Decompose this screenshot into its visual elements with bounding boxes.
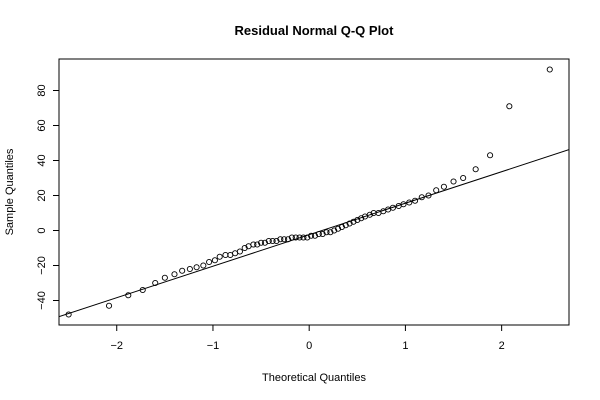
data-point bbox=[300, 234, 307, 241]
data-point bbox=[179, 267, 186, 274]
data-point bbox=[450, 178, 457, 185]
y-tick-label: −40 bbox=[36, 291, 48, 310]
data-point bbox=[389, 204, 396, 211]
data-point bbox=[277, 236, 284, 243]
data-point bbox=[311, 232, 319, 239]
data-point bbox=[440, 183, 447, 190]
y-tick-label: 80 bbox=[36, 84, 48, 96]
data-point bbox=[241, 244, 248, 252]
data-point bbox=[125, 292, 132, 299]
data-point bbox=[269, 237, 276, 245]
data-point bbox=[193, 264, 200, 271]
data-point bbox=[65, 311, 72, 318]
data-point bbox=[358, 215, 365, 222]
data-point bbox=[105, 302, 113, 309]
data-point bbox=[319, 230, 326, 238]
data-point bbox=[296, 234, 303, 241]
y-tick-label: 40 bbox=[36, 154, 48, 166]
plot-frame bbox=[58, 58, 570, 326]
data-point bbox=[335, 225, 342, 232]
data-point bbox=[152, 279, 159, 287]
chart-title: Residual Normal Q-Q Plot bbox=[235, 23, 395, 38]
x-tick-label: 2 bbox=[499, 340, 505, 352]
data-point bbox=[281, 236, 288, 243]
data-point bbox=[411, 197, 419, 204]
data-point bbox=[315, 230, 322, 238]
y-tick-label: 60 bbox=[36, 119, 48, 131]
x-tick-label: 1 bbox=[402, 340, 408, 352]
data-point bbox=[250, 241, 257, 248]
data-point bbox=[139, 286, 146, 294]
data-point bbox=[308, 232, 315, 239]
y-tick-label: 0 bbox=[36, 227, 48, 233]
y-axis: −40 −20 0 20 40 60 80 bbox=[36, 84, 59, 310]
data-point bbox=[216, 253, 223, 260]
data-point bbox=[323, 229, 330, 236]
data-point bbox=[418, 194, 425, 201]
data-point bbox=[350, 218, 357, 225]
data-point bbox=[506, 103, 513, 110]
data-point bbox=[460, 174, 467, 182]
data-point bbox=[288, 234, 295, 241]
data-point bbox=[161, 274, 168, 281]
x-tick-label: 0 bbox=[306, 340, 312, 352]
data-point bbox=[211, 257, 218, 264]
data-point bbox=[265, 237, 272, 245]
x-tick-label: −1 bbox=[207, 340, 220, 352]
plot-area bbox=[59, 66, 569, 318]
data-point bbox=[206, 258, 213, 266]
data-point bbox=[236, 248, 243, 255]
data-point bbox=[261, 239, 268, 246]
data-point bbox=[284, 236, 292, 243]
data-point bbox=[258, 239, 265, 246]
data-point bbox=[406, 199, 413, 206]
data-point bbox=[346, 220, 353, 227]
x-axis: −2 −1 0 1 2 bbox=[110, 325, 505, 352]
data-point bbox=[171, 271, 178, 278]
data-point bbox=[400, 201, 407, 208]
data-point bbox=[304, 234, 311, 241]
data-point bbox=[366, 211, 373, 218]
y-tick-label: 20 bbox=[36, 189, 48, 201]
data-point bbox=[433, 187, 440, 194]
y-axis-title: Sample Quantiles bbox=[4, 148, 16, 235]
y-tick-label: −20 bbox=[36, 256, 48, 275]
data-point bbox=[425, 192, 432, 199]
data-point bbox=[338, 223, 345, 231]
data-point bbox=[354, 216, 361, 224]
data-point bbox=[327, 229, 334, 236]
x-tick-label: −2 bbox=[110, 340, 123, 352]
x-axis-title: Theoretical Quantiles bbox=[262, 372, 366, 384]
data-point bbox=[487, 152, 494, 159]
data-point bbox=[200, 262, 207, 269]
data-point bbox=[254, 241, 261, 248]
data-point bbox=[546, 66, 553, 73]
data-point bbox=[292, 234, 299, 241]
data-point bbox=[342, 222, 349, 229]
data-point bbox=[186, 265, 193, 273]
data-point bbox=[273, 237, 280, 245]
data-point bbox=[331, 227, 338, 234]
data-point bbox=[472, 166, 479, 173]
